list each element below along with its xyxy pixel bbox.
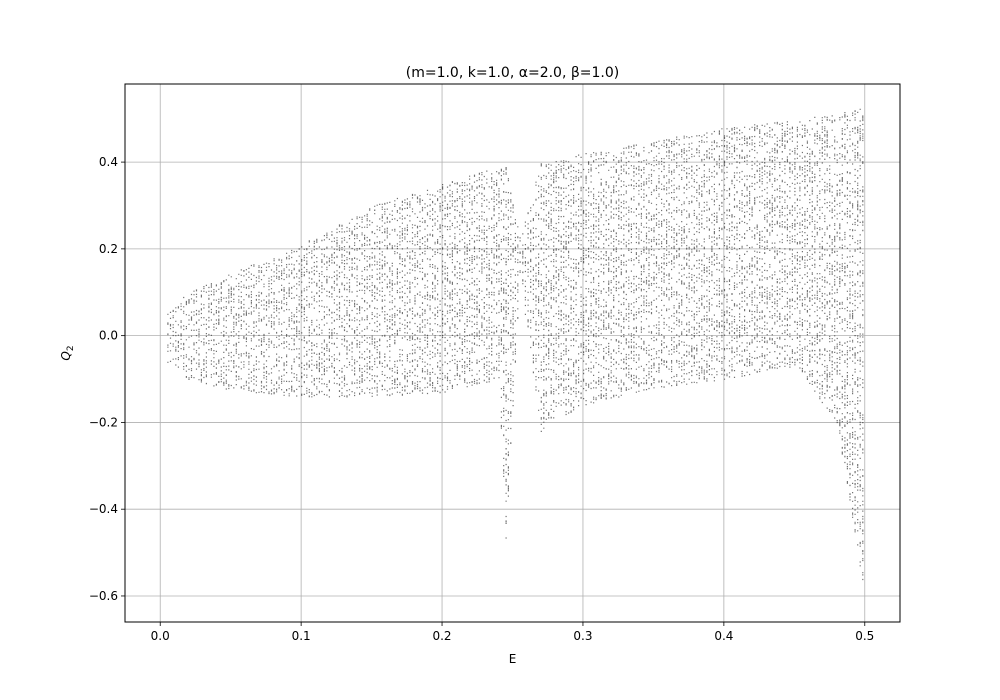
plot-frame bbox=[124, 83, 901, 623]
x-axis-label: E bbox=[509, 652, 517, 666]
y-axis-label-subscript: 2 bbox=[66, 345, 76, 351]
x-tick-label: 0.1 bbox=[292, 629, 311, 643]
data-points bbox=[167, 108, 864, 581]
y-tick-label: 0.2 bbox=[99, 242, 118, 256]
x-tick-label: 0.2 bbox=[432, 629, 451, 643]
scatter-points bbox=[167, 108, 864, 581]
x-axis-ticks: 0.0 0.1 0.2 0.3 0.4 0.5 bbox=[151, 622, 874, 643]
x-tick-label: 0.3 bbox=[573, 629, 592, 643]
x-tick-label: 0.0 bbox=[151, 629, 170, 643]
y-tick-label: 0.4 bbox=[99, 155, 118, 169]
y-tick-label: −0.6 bbox=[89, 589, 118, 603]
y-tick-label: −0.2 bbox=[89, 415, 118, 429]
y-axis-label-main: Q bbox=[59, 351, 73, 360]
y-axis-ticks: −0.6 −0.4 −0.2 0.0 0.2 0.4 bbox=[89, 155, 125, 603]
y-tick-label: 0.0 bbox=[99, 329, 118, 343]
y-tick-label: −0.4 bbox=[89, 502, 118, 516]
y-axis-label: Q2 bbox=[59, 345, 76, 360]
x-tick-label: 0.5 bbox=[855, 629, 874, 643]
x-tick-label: 0.4 bbox=[714, 629, 733, 643]
chart-title: (m=1.0, k=1.0, α=2.0, β=1.0) bbox=[406, 65, 620, 81]
